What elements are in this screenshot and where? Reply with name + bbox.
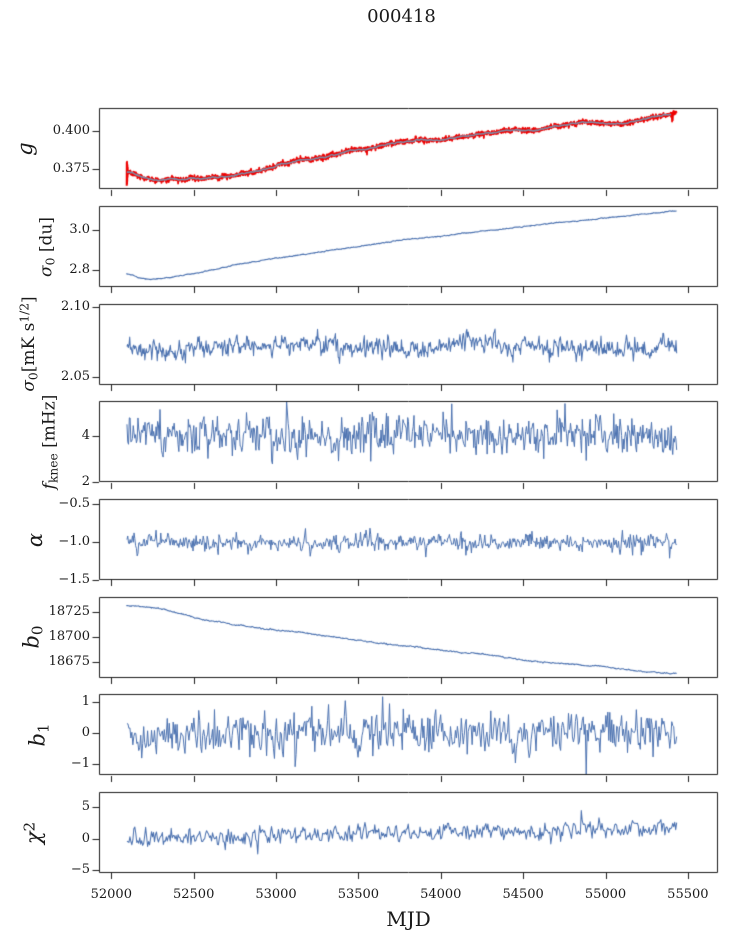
x-tick-label: 54500 bbox=[502, 887, 544, 903]
x-tick-label: 52500 bbox=[172, 887, 215, 903]
x-tick-label: 54000 bbox=[420, 887, 462, 903]
y-tick-label-b1: 0 bbox=[81, 725, 90, 741]
y-tick-label-fknee: 4 bbox=[81, 428, 90, 444]
chart-title: 000418 bbox=[367, 6, 436, 27]
x-tick-label: 53500 bbox=[337, 887, 380, 903]
y-axis-label-g: g bbox=[13, 142, 37, 156]
y-tick-label-chi2: 5 bbox=[81, 799, 90, 815]
x-tick-label: 53000 bbox=[255, 887, 297, 903]
y-axis-label-b0: b0 bbox=[19, 625, 47, 649]
x-tick-label: 55000 bbox=[584, 887, 627, 903]
y-tick-label-alpha: −1.0 bbox=[58, 534, 90, 549]
y-tick-label-b0: 18675 bbox=[48, 653, 90, 669]
y-tick-label-chi2: −5 bbox=[70, 862, 90, 878]
y-tick-label-b1: −1 bbox=[70, 756, 90, 772]
y-tick-label-sigma0_du: 2.8 bbox=[69, 262, 90, 277]
y-tick-label-b1: 1 bbox=[81, 694, 90, 710]
y-tick-label-b0: 18700 bbox=[48, 628, 90, 644]
y-tick-label-b0: 18725 bbox=[48, 603, 90, 619]
y-axis-label-alpha: α bbox=[23, 532, 47, 547]
y-axis-label-sigma0_du: σ0 [du] bbox=[36, 216, 58, 277]
y-axis-label-sigma0_mks: σ0[mK s1/2] bbox=[17, 296, 41, 392]
y-axis-label-b1: b1 bbox=[25, 723, 53, 747]
y-tick-label-sigma0_mks: 2.10 bbox=[61, 298, 90, 314]
y-tick-label-sigma0_mks: 2.05 bbox=[61, 368, 90, 384]
y-tick-label-fknee: 2 bbox=[81, 474, 90, 490]
y-tick-label-chi2: 0 bbox=[81, 830, 90, 846]
x-tick-label: 52000 bbox=[90, 887, 132, 903]
x-tick-label: 55500 bbox=[667, 887, 709, 903]
y-tick-label-alpha: −0.5 bbox=[58, 495, 90, 511]
y-tick-label-alpha: −1.5 bbox=[58, 572, 90, 588]
y-tick-label-sigma0_du: 3.0 bbox=[69, 222, 90, 237]
y-tick-label-g: 0.375 bbox=[52, 161, 90, 177]
y-tick-label-g: 0.400 bbox=[52, 123, 90, 138]
y-axis-label-fknee: fknee [mHz] bbox=[39, 394, 61, 490]
y-axis-label-chi2: χ2 bbox=[20, 821, 46, 844]
x-axis-label: MJD bbox=[386, 907, 431, 931]
